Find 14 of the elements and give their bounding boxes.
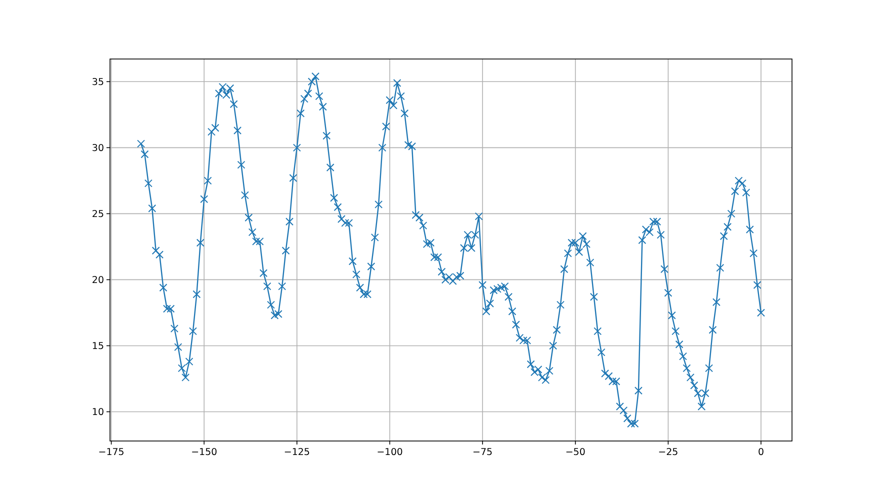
x-tick-label: −100 xyxy=(376,447,403,458)
y-tick-label: 15 xyxy=(92,341,104,352)
y-tick-label: 30 xyxy=(92,142,104,154)
y-tick-label: 25 xyxy=(92,209,104,220)
y-tick-label: 35 xyxy=(92,76,104,88)
x-tick-label: 0 xyxy=(758,447,764,458)
x-tick-label: −50 xyxy=(565,447,586,458)
x-tick-label: −150 xyxy=(191,447,218,458)
x-tick-label: −175 xyxy=(98,447,124,458)
x-tick-label: −25 xyxy=(658,447,678,458)
y-tick-label: 20 xyxy=(92,275,104,286)
x-tick-label: −75 xyxy=(472,447,493,458)
y-tick-label: 10 xyxy=(92,407,104,418)
x-tick-label: −125 xyxy=(284,447,310,458)
